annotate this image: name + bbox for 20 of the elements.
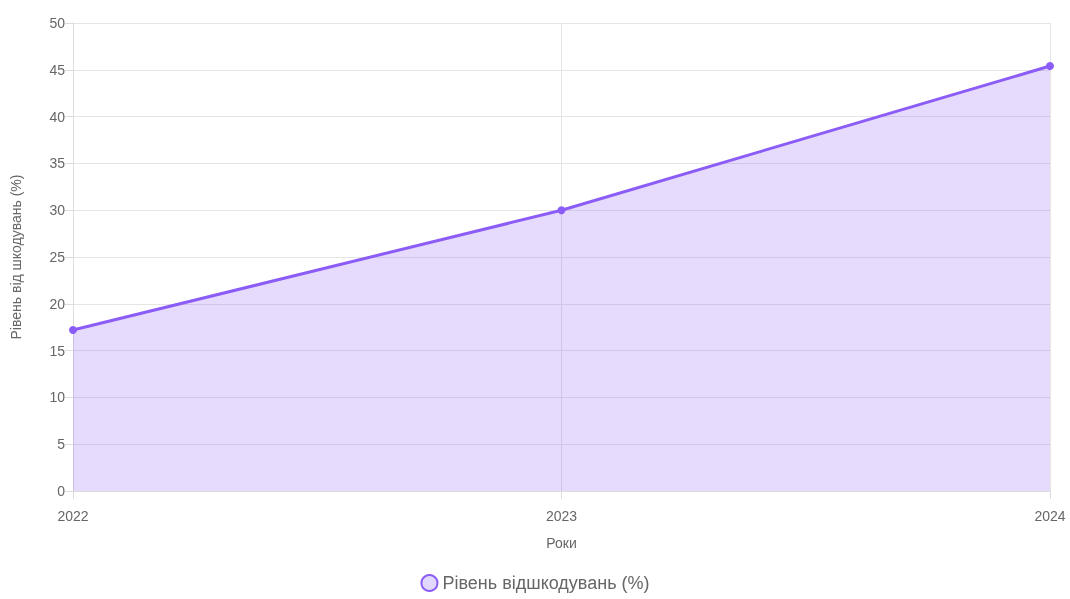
x-tick-label: 2024 <box>1034 508 1066 524</box>
y-tick-label: 40 <box>49 108 66 125</box>
y-tick-label: 50 <box>49 15 66 31</box>
y-tick-label: 15 <box>49 342 66 359</box>
y-tick-label: 5 <box>57 436 66 453</box>
y-axis-title: Рівень від шкодувань (%) <box>8 174 24 340</box>
x-tick-label: 2023 <box>545 508 578 524</box>
y-tick-label: 20 <box>49 295 66 312</box>
y-tick-label: 30 <box>49 202 66 219</box>
point <box>1046 62 1054 71</box>
point <box>557 206 566 215</box>
x-tick-label: 2022 <box>57 508 89 524</box>
y-tick-label: 10 <box>49 389 66 406</box>
y-tick-label: 45 <box>49 61 66 78</box>
x-axis-title: Роки <box>546 535 577 551</box>
y-tick-label: 25 <box>49 249 66 265</box>
legend-label: Рівень відшкодувань (%) <box>442 573 650 593</box>
point <box>69 326 77 335</box>
y-tick-label: 0 <box>57 483 66 499</box>
y-tick-label: 35 <box>49 155 66 172</box>
